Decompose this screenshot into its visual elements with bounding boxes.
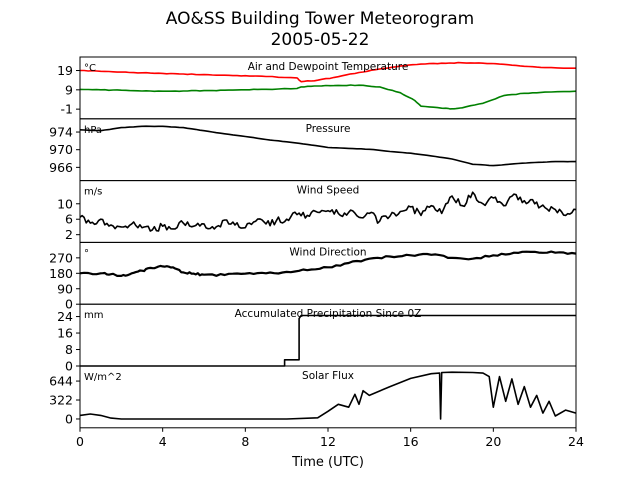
x-axis: 0 4 8 12 16 20 24: [76, 434, 584, 449]
panel-title: Wind Speed: [297, 185, 360, 197]
y-tick-label: -1: [61, 102, 73, 117]
unit-label: mm: [84, 310, 103, 321]
y-tick-label: 24: [57, 309, 73, 324]
y-tick-label: 6: [65, 212, 73, 227]
y-tick-label: 974: [49, 125, 73, 140]
panel-title: Wind Direction: [289, 246, 366, 258]
y-tick-label: 19: [57, 63, 73, 78]
panel-title: Air and Dewpoint Temperature: [248, 61, 409, 73]
x-tick-label: 12: [320, 434, 336, 449]
series-line-3-1: [79, 191, 577, 232]
panel-1: 19 9 -1 Air and Dewpoint Temperature °C: [57, 56, 577, 120]
y-tick-label: 970: [49, 142, 73, 157]
unit-label: m/s: [84, 187, 102, 198]
y-tick-label: 0: [65, 359, 73, 374]
series-line-6-1: [79, 371, 577, 420]
x-tick-label: 20: [485, 434, 501, 449]
x-tick-label: 16: [403, 434, 419, 449]
y-tick-label: 0: [65, 411, 73, 426]
x-tick-label: 24: [568, 434, 584, 449]
panel-5: 24 168 0 Accumulated Precipitation Since 0Z…: [57, 303, 577, 374]
figure-title-line2: 2005-05-22: [271, 30, 370, 50]
unit-label: °: [84, 248, 89, 259]
y-tick-label: 270: [49, 250, 73, 265]
x-axis-label: Time (UTC): [291, 455, 364, 470]
y-tick-label: 10: [57, 196, 73, 211]
panel-6: 644 322 0 Solar Flux W/m^2: [49, 365, 577, 432]
y-tick-label: 322: [49, 393, 73, 408]
y-tick-label: 90: [57, 281, 73, 296]
y-tick-label: 180: [49, 266, 73, 281]
y-tick-label: 9: [65, 82, 73, 97]
figure-title-line1: AO&SS Building Tower Meteorogram: [166, 9, 474, 29]
series-line-1-2: [79, 84, 577, 110]
panel-title: Accumulated Precipitation Since 0Z: [235, 308, 422, 320]
series-line-5-1: [80, 314, 576, 367]
unit-label: °C: [84, 63, 96, 74]
x-tick-label: 8: [241, 434, 249, 449]
y-tick-label: 2: [65, 227, 73, 242]
panel-title: Solar Flux: [302, 370, 354, 382]
y-tick-label: 966: [49, 160, 73, 175]
y-tick-label: 8: [65, 342, 73, 357]
panel-2: 974 970 966 Pressure hPa: [49, 118, 577, 182]
y-tick-label: 0: [65, 297, 73, 312]
unit-label: W/m^2: [84, 372, 122, 383]
series-line-4-1: [79, 250, 577, 277]
series-line-2-1: [79, 125, 577, 167]
y-tick-label: 16: [57, 326, 73, 341]
series-line-1-1: [80, 61, 576, 83]
unit-label: hPa: [84, 125, 102, 136]
x-tick-label: 0: [76, 434, 84, 449]
y-tick-label: 644: [49, 374, 73, 389]
panel-title: Pressure: [306, 123, 351, 135]
x-tick-label: 4: [159, 434, 167, 449]
